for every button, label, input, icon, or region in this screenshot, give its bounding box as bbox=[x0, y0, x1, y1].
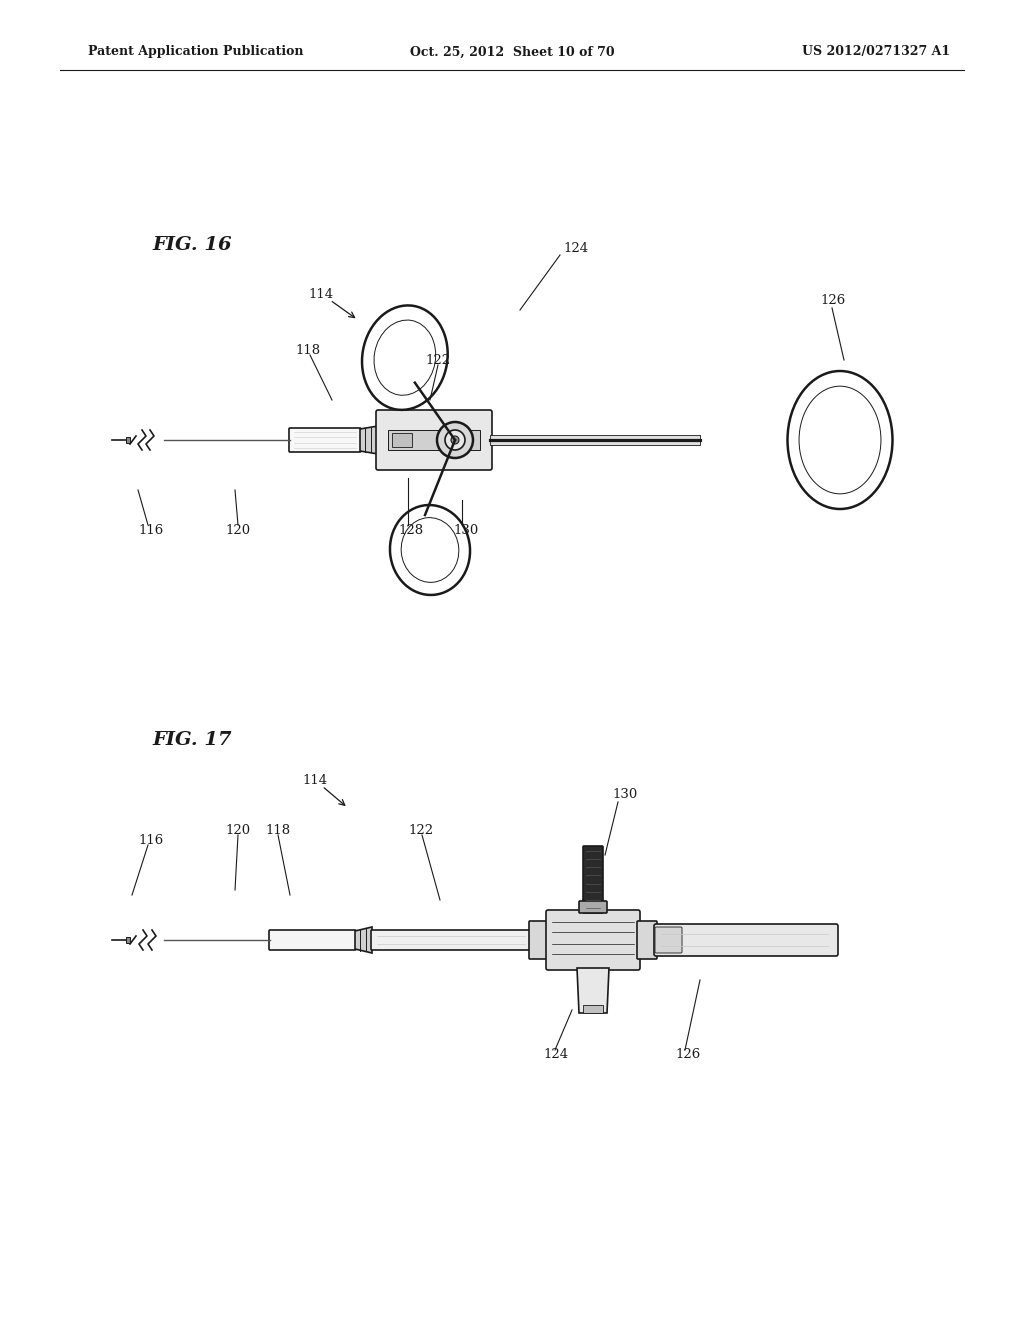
FancyBboxPatch shape bbox=[546, 909, 640, 970]
Text: 118: 118 bbox=[295, 343, 321, 356]
Text: 122: 122 bbox=[408, 824, 433, 837]
FancyBboxPatch shape bbox=[289, 428, 361, 451]
Text: 128: 128 bbox=[398, 524, 423, 536]
Text: 116: 116 bbox=[138, 833, 163, 846]
Bar bbox=[392, 433, 412, 447]
Text: 114: 114 bbox=[308, 289, 333, 301]
Bar bbox=[583, 1005, 603, 1012]
FancyBboxPatch shape bbox=[269, 931, 356, 950]
FancyBboxPatch shape bbox=[655, 927, 682, 953]
Text: 114: 114 bbox=[302, 774, 327, 787]
FancyBboxPatch shape bbox=[583, 846, 603, 913]
Text: 120: 120 bbox=[225, 524, 250, 536]
Ellipse shape bbox=[401, 517, 459, 582]
Bar bbox=[126, 937, 130, 942]
Text: 130: 130 bbox=[612, 788, 637, 801]
Text: 124: 124 bbox=[543, 1048, 568, 1061]
Text: Patent Application Publication: Patent Application Publication bbox=[88, 45, 303, 58]
Text: 122: 122 bbox=[425, 354, 451, 367]
Text: Oct. 25, 2012  Sheet 10 of 70: Oct. 25, 2012 Sheet 10 of 70 bbox=[410, 45, 614, 58]
Text: 124: 124 bbox=[563, 242, 588, 255]
Text: 116: 116 bbox=[138, 524, 163, 536]
Text: 130: 130 bbox=[453, 524, 478, 536]
Ellipse shape bbox=[799, 387, 881, 494]
Bar bbox=[490, 436, 700, 445]
Ellipse shape bbox=[787, 371, 893, 510]
FancyBboxPatch shape bbox=[376, 411, 492, 470]
Polygon shape bbox=[577, 968, 609, 1012]
Circle shape bbox=[437, 422, 473, 458]
Bar bbox=[388, 430, 480, 450]
Text: FIG. 17: FIG. 17 bbox=[152, 731, 231, 748]
Text: 118: 118 bbox=[265, 824, 290, 837]
Ellipse shape bbox=[362, 305, 447, 411]
Text: US 2012/0271327 A1: US 2012/0271327 A1 bbox=[802, 45, 950, 58]
Circle shape bbox=[445, 430, 465, 450]
FancyBboxPatch shape bbox=[529, 921, 549, 960]
Ellipse shape bbox=[390, 506, 470, 595]
Bar bbox=[126, 437, 130, 444]
Polygon shape bbox=[360, 426, 378, 454]
FancyBboxPatch shape bbox=[637, 921, 657, 960]
Text: 126: 126 bbox=[675, 1048, 700, 1061]
FancyBboxPatch shape bbox=[579, 902, 607, 913]
Text: FIG. 16: FIG. 16 bbox=[152, 236, 231, 253]
Ellipse shape bbox=[374, 319, 435, 395]
Polygon shape bbox=[355, 927, 372, 953]
FancyBboxPatch shape bbox=[371, 931, 531, 950]
Text: 126: 126 bbox=[820, 293, 845, 306]
Circle shape bbox=[451, 436, 459, 444]
Text: 120: 120 bbox=[225, 824, 250, 837]
FancyBboxPatch shape bbox=[654, 924, 838, 956]
